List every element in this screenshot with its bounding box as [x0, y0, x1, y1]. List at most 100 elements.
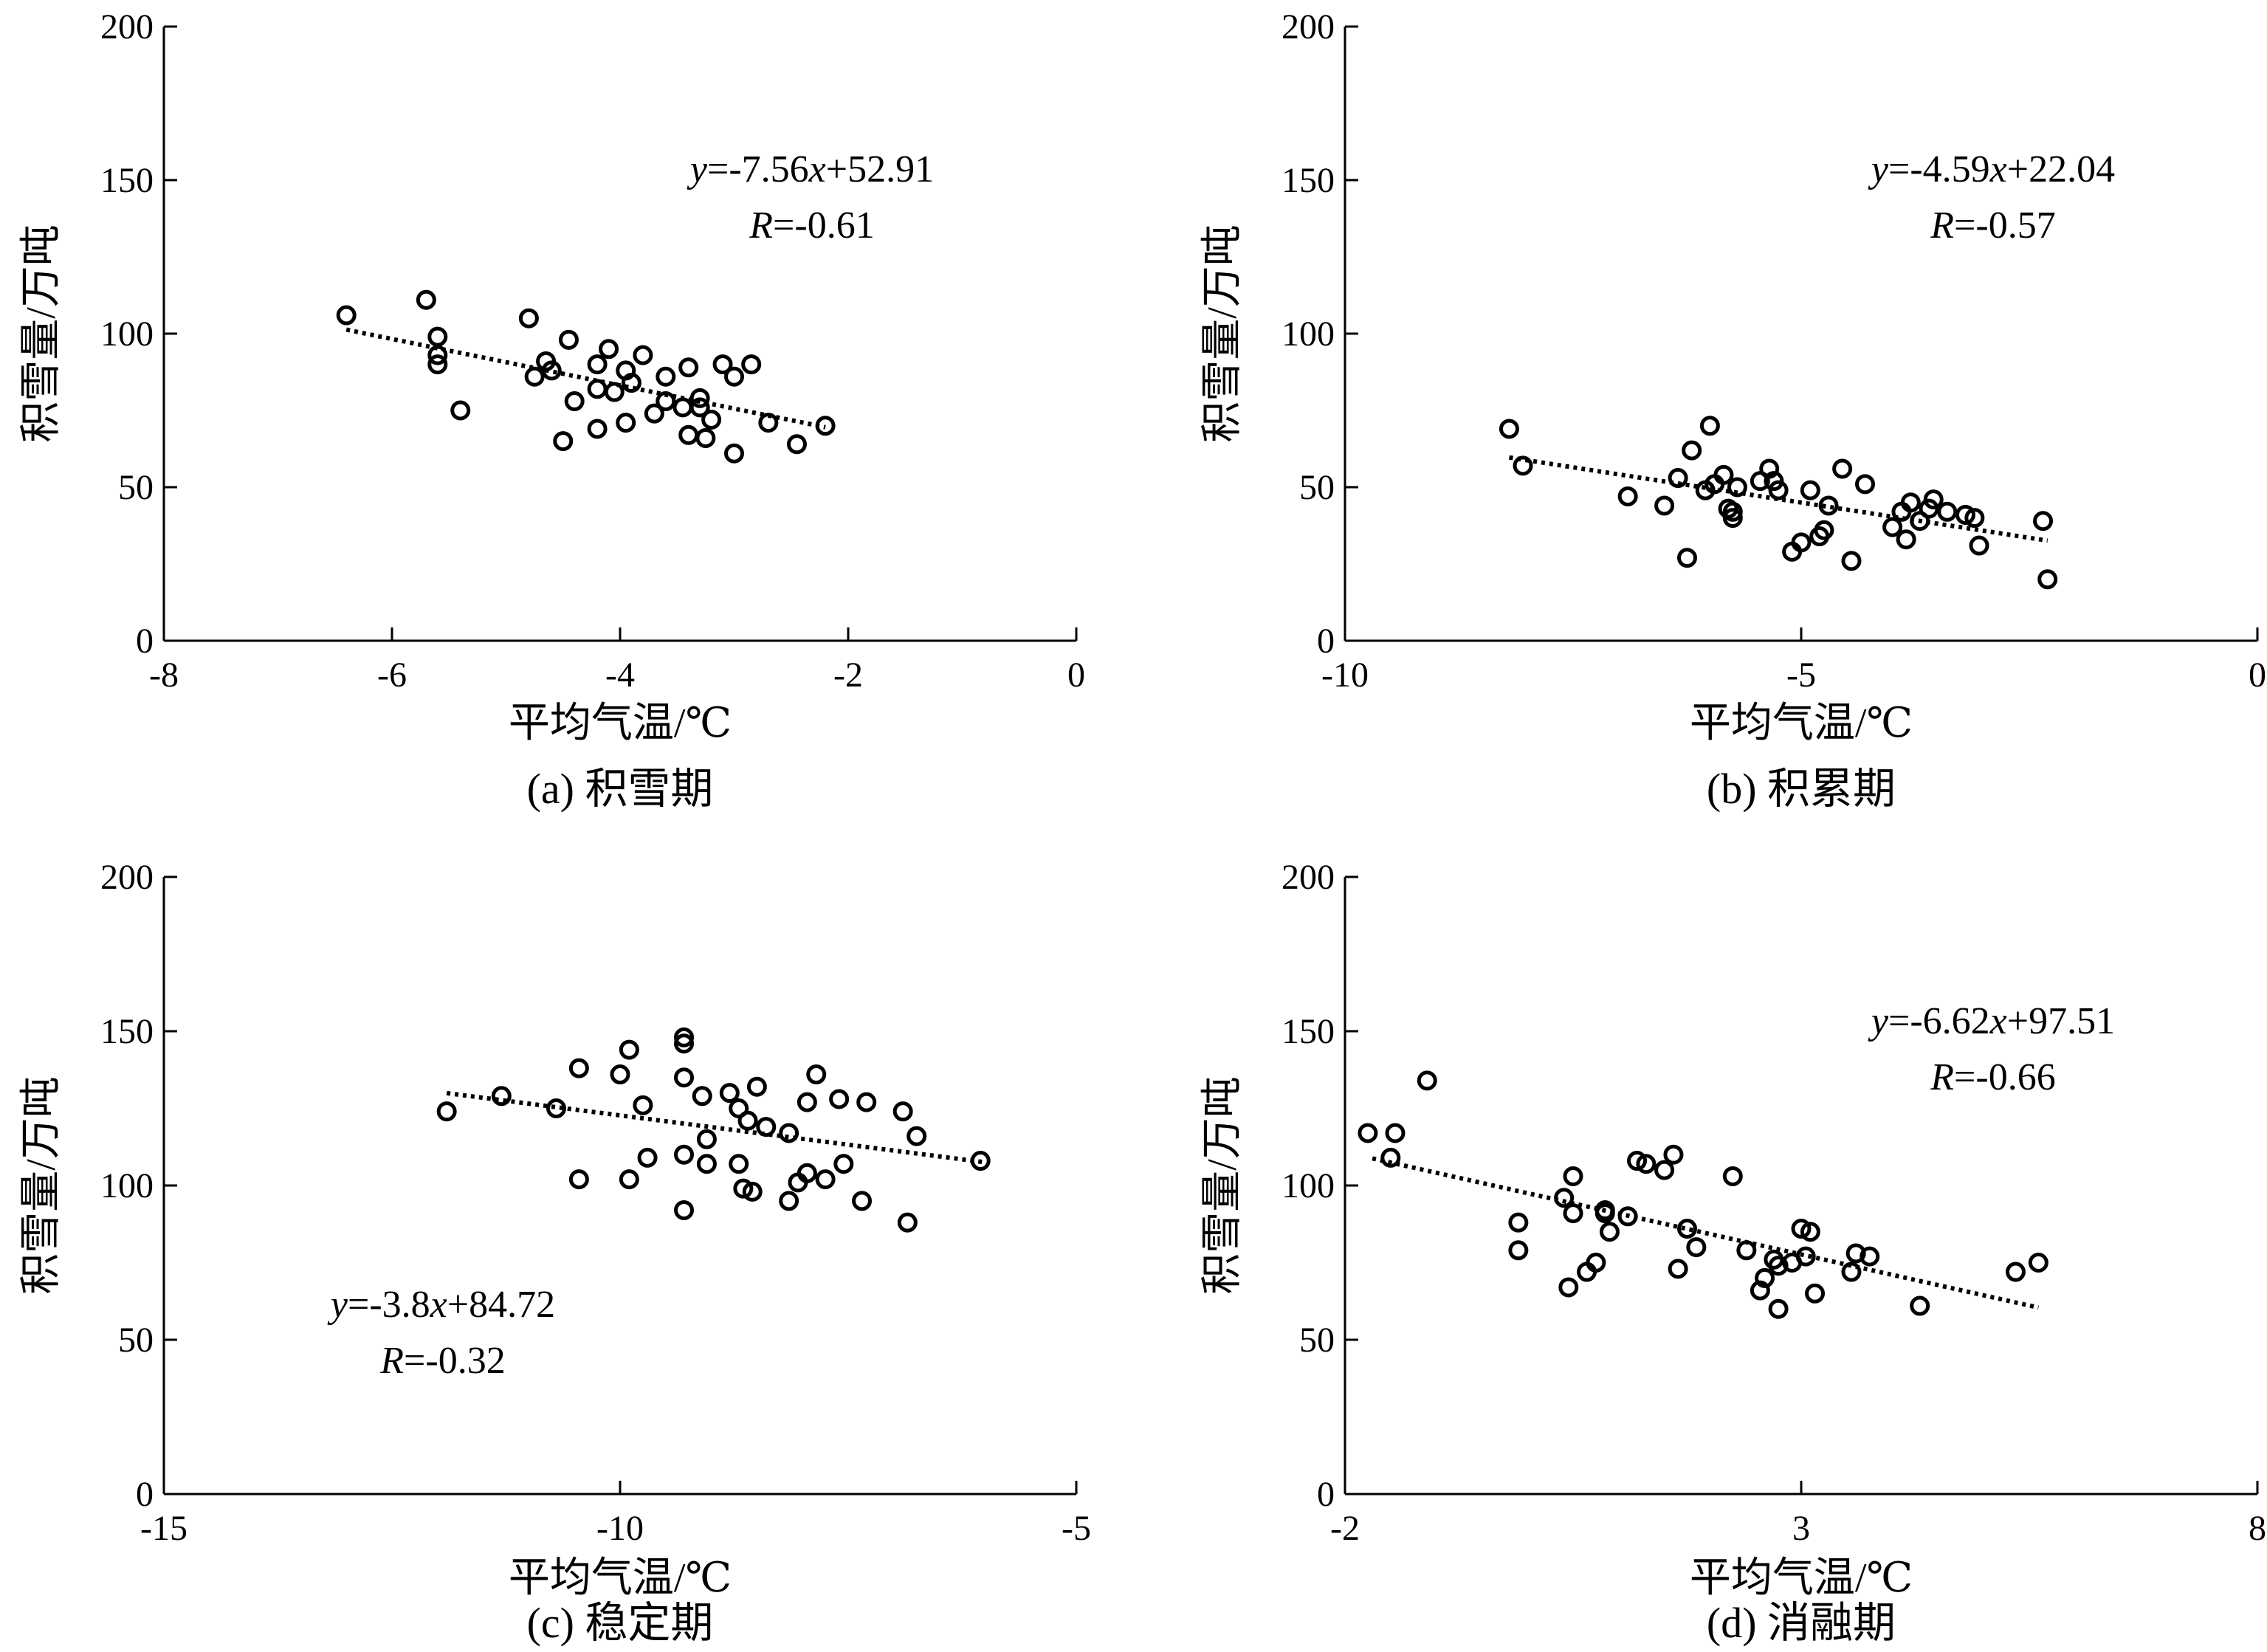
x-tick-label: 3 [1792, 1509, 1810, 1548]
data-point [1791, 532, 1812, 553]
r-label: R [749, 204, 773, 247]
trend-line [1509, 455, 2048, 543]
data-point [1937, 501, 1958, 522]
data-point [1668, 468, 1688, 489]
regression-equation: y=-3.8x+84.72 [327, 1284, 555, 1326]
data-point [1513, 455, 1533, 476]
data-point [558, 329, 579, 350]
data-point [1860, 1246, 1880, 1267]
data-point [674, 1067, 695, 1088]
data-point [733, 1178, 754, 1199]
data-point [1663, 1144, 1684, 1165]
data-point [1380, 1147, 1401, 1168]
data-point [712, 354, 733, 375]
data-point [633, 1095, 653, 1115]
data-point [541, 360, 562, 381]
data-point [436, 1101, 457, 1122]
data-point [1750, 471, 1770, 492]
y-tick-label: 50 [1299, 468, 1335, 507]
x-tick-label: -10 [596, 1509, 644, 1548]
data-point [1896, 529, 1916, 550]
data-point [1964, 508, 1985, 529]
r-label: R [379, 1340, 404, 1382]
data-point [1910, 511, 1930, 531]
y-tick-label: 200 [100, 7, 154, 47]
data-point [1563, 1203, 1583, 1224]
data-point [619, 1169, 639, 1190]
data-point [1636, 1154, 1657, 1174]
data-point [1617, 1206, 1638, 1227]
data-point [546, 1098, 566, 1118]
data-point [1923, 489, 1944, 510]
data-point [416, 289, 436, 310]
data-point [1586, 1253, 1606, 1273]
data-point [692, 1086, 712, 1107]
data-point [1768, 1298, 1789, 1319]
data-point [1722, 508, 1743, 529]
data-point [1841, 1262, 1862, 1282]
eq-intercept: +84.72 [447, 1284, 555, 1326]
data-point [1755, 1267, 1775, 1288]
data-point [1882, 517, 1903, 537]
data-point [637, 1147, 658, 1168]
x-axis-title: 平均气温/℃ [509, 1555, 732, 1601]
data-point [1814, 520, 1834, 540]
data-point [336, 305, 357, 326]
panel-caption: (d) 消融期 [1707, 1599, 1896, 1647]
data-point [1855, 474, 1876, 495]
data-point [427, 354, 448, 375]
chart-panel-1: 0 50 100 150 200 -8 -6 -4 -2 0 平均气温/℃ 积雪量/万吨 (a) 积雪期… [18, 7, 1085, 813]
regression-equation: y=-7.56x+52.91 [687, 148, 934, 190]
data-point [1595, 1203, 1615, 1224]
regression-equation: y=-4.59x+22.04 [1868, 148, 2115, 190]
data-point [1654, 495, 1675, 516]
data-point [1668, 1259, 1688, 1279]
y-tick-label: 0 [1317, 1475, 1335, 1514]
data-point [1686, 1237, 1707, 1258]
data-point [856, 1092, 877, 1112]
r-value: =-0.32 [404, 1340, 506, 1382]
r-value: =-0.57 [1954, 204, 2056, 247]
y-tick-label: 200 [1282, 858, 1335, 897]
data-point [729, 1154, 749, 1174]
data-point [491, 1086, 512, 1107]
data-point [1791, 1219, 1812, 1239]
data-point [724, 443, 744, 464]
data-point [1900, 492, 1921, 513]
data-point [1805, 1283, 1826, 1304]
data-point [621, 373, 641, 393]
data-point [1699, 416, 1720, 436]
data-point [719, 1083, 740, 1104]
y-tick-label: 50 [118, 468, 154, 507]
data-point [678, 357, 699, 378]
eq-slope: =-7.56 [707, 148, 809, 190]
correlation-r: R=-0.61 [749, 204, 874, 247]
correlation-r: R=-0.66 [1930, 1056, 2055, 1098]
y-tick-label: 0 [136, 1475, 154, 1514]
data-point [815, 416, 836, 436]
data-point [1558, 1277, 1579, 1298]
y-tick-label: 100 [1282, 314, 1335, 354]
data-point [970, 1151, 991, 1171]
data-point [829, 1089, 850, 1109]
data-point [619, 1039, 639, 1060]
data-point [450, 400, 471, 421]
data-point [672, 397, 693, 418]
data-point [746, 1076, 767, 1097]
data-point [678, 424, 699, 445]
x-tick-label: -5 [1062, 1509, 1091, 1548]
trend-line [446, 1090, 985, 1165]
trend-line [345, 327, 826, 430]
data-point [892, 1101, 913, 1122]
data-point [674, 1033, 695, 1054]
data-point [568, 1058, 589, 1078]
y-tick-label: 100 [100, 1166, 154, 1205]
data-point [1768, 480, 1789, 500]
eq-intercept: +97.51 [2007, 1000, 2115, 1042]
data-point [1713, 464, 1734, 485]
y-tick-label: 100 [100, 314, 154, 354]
data-point [599, 339, 619, 359]
data-point [564, 391, 585, 412]
y-tick-label: 50 [118, 1321, 154, 1360]
